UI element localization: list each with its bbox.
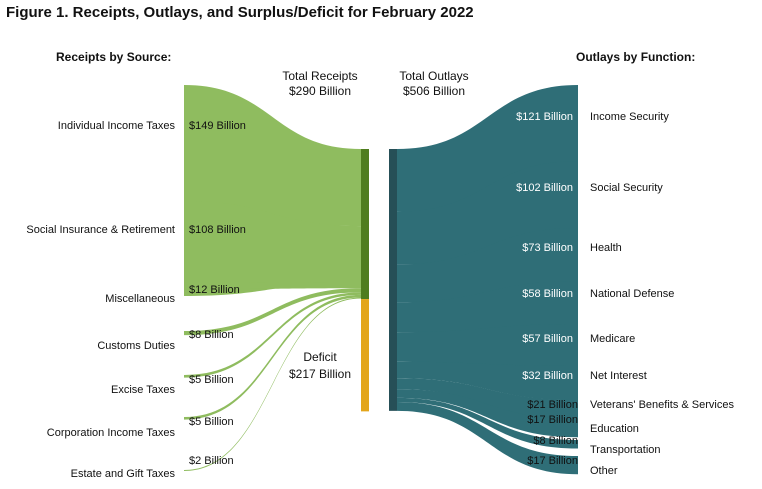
flow-excise-taxes: [184, 292, 361, 378]
total-receipts-bar: [361, 149, 369, 300]
receipt-flows: [184, 85, 361, 472]
outlay-value-transportation: $8 Billion: [533, 435, 578, 447]
outlay-label-transportation: Transportation: [590, 444, 661, 456]
receipt-value-social-insurance-retirement: $108 Billion: [189, 224, 246, 236]
flow-customs-duties: [184, 288, 361, 336]
outlay-value-veterans-benefits-services: $21 Billion: [527, 399, 578, 411]
receipt-label-miscellaneous: Miscellaneous: [105, 293, 175, 305]
outlay-label-social-security: Social Security: [590, 182, 663, 194]
receipt-value-estate-and-gift-taxes: $2 Billion: [189, 455, 234, 467]
total-bars: [361, 149, 397, 412]
outlay-label-income-security: Income Security: [590, 111, 669, 123]
receipt-label-corporation-income-taxes: Corporation Income Taxes: [47, 427, 176, 439]
receipt-value-corporation-income-taxes: $5 Billion: [189, 416, 234, 428]
receipt-label-estate-and-gift-taxes: Estate and Gift Taxes: [71, 468, 176, 480]
outlay-value-income-security: $121 Billion: [516, 111, 573, 123]
receipt-label-individual-income-taxes: Individual Income Taxes: [58, 120, 176, 132]
total-outlays-bar: [389, 149, 397, 411]
flow-net-interest: [397, 361, 578, 401]
receipt-value-customs-duties: $8 Billion: [189, 329, 234, 341]
outlay-value-national-defense: $58 Billion: [522, 288, 573, 300]
outlays-heading: Outlays by Function:: [576, 50, 695, 64]
outlay-value-health: $73 Billion: [522, 242, 573, 254]
flow-veterans-benefits-services: [397, 378, 578, 423]
outlay-value-net-interest: $32 Billion: [522, 370, 573, 382]
outlay-value-other: $17 Billion: [527, 455, 578, 467]
receipt-value-individual-income-taxes: $149 Billion: [189, 120, 246, 132]
total-receipts-value: $290 Billion: [289, 84, 351, 98]
outlay-label-net-interest: Net Interest: [590, 370, 647, 382]
outlay-label-education: Education: [590, 423, 639, 435]
flow-transportation: [397, 397, 578, 449]
total-outlays-label: Total Outlays: [399, 69, 468, 83]
deficit-label: Deficit: [303, 350, 337, 364]
receipt-label-excise-taxes: Excise Taxes: [111, 384, 175, 396]
flow-other: [397, 402, 578, 475]
total-receipts-label: Total Receipts: [282, 69, 357, 83]
chart-labels: Individual Income Taxes $149 Billion Socia…: [26, 50, 734, 480]
receipt-label-social-insurance-retirement: Social Insurance & Retirement: [26, 224, 175, 236]
figure-title: Figure 1. Receipts, Outlays, and Surplus…: [6, 4, 474, 21]
deficit-bar: [361, 299, 369, 412]
flow-estate-and-gift-taxes: [184, 297, 361, 472]
deficit-value: $217 Billion: [289, 367, 351, 381]
outlay-value-education: $17 Billion: [527, 414, 578, 426]
receipt-label-customs-duties: Customs Duties: [97, 340, 175, 352]
flow-corporation-income-taxes: [184, 294, 361, 420]
outlay-label-veterans-benefits-services: Veterans' Benefits & Services: [590, 399, 734, 411]
outlay-value-social-security: $102 Billion: [516, 182, 573, 194]
receipt-value-miscellaneous: $12 Billion: [189, 284, 240, 296]
flow-social-insurance-retirement: [184, 201, 361, 297]
flow-miscellaneous: [184, 281, 361, 290]
flow-individual-income-taxes: [184, 85, 361, 227]
receipt-value-excise-taxes: $5 Billion: [189, 374, 234, 386]
outlay-label-health: Health: [590, 242, 622, 254]
outlay-flows: [397, 85, 578, 475]
outlay-label-national-defense: National Defense: [590, 288, 674, 300]
outlay-label-other: Other: [590, 465, 618, 477]
flow-education: [397, 389, 578, 438]
receipts-heading: Receipts by Source:: [56, 50, 171, 64]
outlay-label-medicare: Medicare: [590, 333, 635, 345]
outlay-value-medicare: $57 Billion: [522, 333, 573, 345]
total-outlays-value: $506 Billion: [403, 84, 465, 98]
